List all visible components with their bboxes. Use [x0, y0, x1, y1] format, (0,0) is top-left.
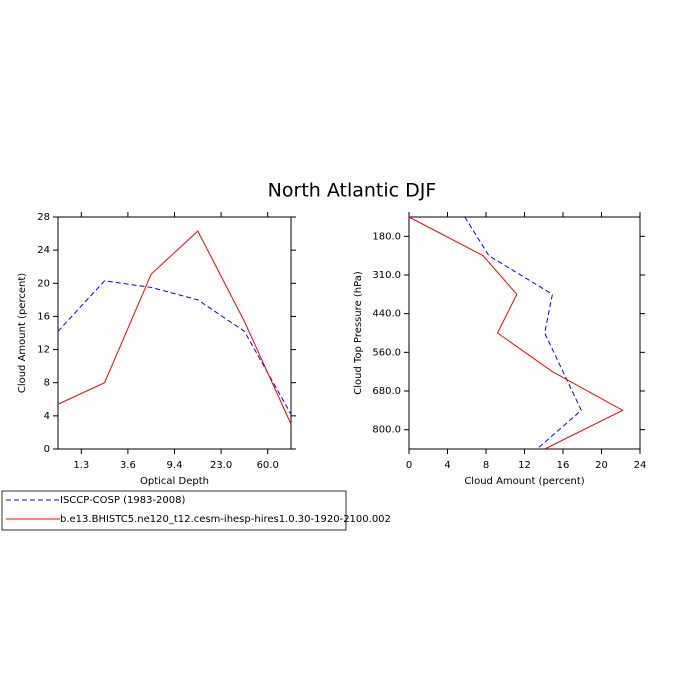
y-tick-label: 800.0 [372, 425, 401, 436]
y-tick-label: 0 [44, 444, 50, 455]
y-tick-label: 440.0 [372, 309, 401, 320]
y-tick-label: 310.0 [372, 270, 401, 281]
x-tick-label: 0 [406, 460, 412, 471]
y-tick-label: 180.0 [372, 231, 401, 242]
y-tick-label: 20 [37, 278, 50, 289]
x-axis-label: Optical Depth [140, 476, 209, 487]
x-tick-label: 8 [483, 460, 489, 471]
y-axis-label: Cloud Amount (percent) [17, 273, 28, 393]
x-axis-label: Cloud Amount (percent) [464, 476, 584, 487]
legend-label: b.e13.BHISTC5.ne120_t12.cesm-ihesp-hires… [60, 514, 391, 525]
y-tick-label: 16 [37, 311, 50, 322]
plot-frame [408, 216, 641, 450]
x-tick-label: 23.0 [210, 460, 232, 471]
x-tick-label: 4 [444, 460, 450, 471]
y-tick-label: 8 [44, 378, 50, 389]
series-line [464, 216, 582, 450]
y-tick-label: 28 [37, 212, 50, 223]
x-tick-label: 60.0 [257, 460, 279, 471]
y-tick-label: 4 [44, 411, 50, 422]
legend-label: ISCCP-COSP (1983-2008) [60, 495, 185, 506]
y-tick-label: 24 [37, 245, 50, 256]
x-tick-label: 16 [557, 460, 570, 471]
y-tick-label: 560.0 [372, 347, 401, 358]
y-tick-label: 12 [37, 345, 50, 356]
series-line [57, 280, 292, 415]
x-tick-label: 9.4 [167, 460, 183, 471]
x-tick-label: 20 [595, 460, 608, 471]
series-line [408, 216, 624, 450]
x-tick-label: 12 [518, 460, 531, 471]
plot-frame [57, 216, 292, 450]
x-tick-label: 3.6 [120, 460, 136, 471]
y-axis-label: Cloud Top Pressure (hPa) [353, 271, 364, 395]
x-tick-label: 24 [634, 460, 647, 471]
chart-title: North Atlantic DJF [268, 180, 437, 202]
legend-box [1, 490, 347, 531]
y-tick-label: 680.0 [372, 386, 401, 397]
series-line [57, 230, 292, 425]
x-tick-label: 1.3 [73, 460, 89, 471]
